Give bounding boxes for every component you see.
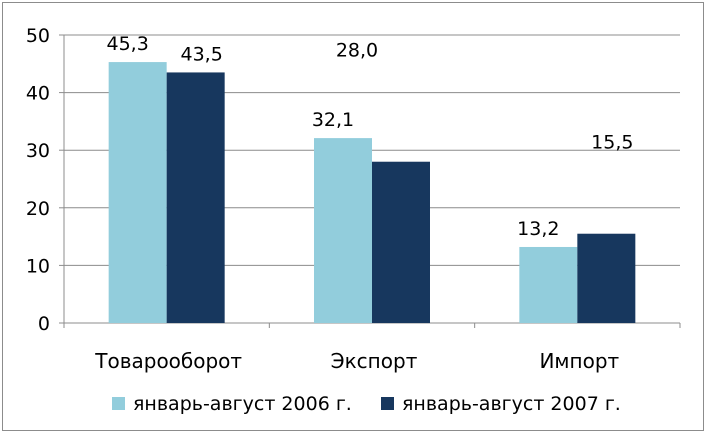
bars xyxy=(108,62,636,324)
y-tick-label: 50 xyxy=(26,25,50,47)
y-tick-label: 10 xyxy=(26,255,50,277)
bar-1-1 xyxy=(108,62,167,324)
data-label: 13,2 xyxy=(517,218,559,240)
y-tick-label: 30 xyxy=(26,140,50,162)
data-labels: 45,3 43,5 32,1 28,0 13,2 15,5 xyxy=(107,33,634,240)
y-tick-label: 20 xyxy=(26,198,50,220)
data-label: 15,5 xyxy=(591,132,633,154)
bar-2-1 xyxy=(166,72,225,323)
legend: январь-август 2006 г. январь-август 2007 … xyxy=(112,393,621,415)
legend-swatch-1 xyxy=(112,397,125,410)
y-tick-label: 40 xyxy=(26,83,50,105)
bar-2-2 xyxy=(372,161,430,323)
data-label: 43,5 xyxy=(181,43,223,65)
category-label: Товарооборот xyxy=(94,349,242,373)
bar-1-3 xyxy=(519,246,578,323)
data-label: 28,0 xyxy=(336,40,378,62)
data-label: 45,3 xyxy=(107,33,149,55)
y-tick-label: 0 xyxy=(38,313,50,335)
legend-swatch-2 xyxy=(381,397,394,410)
bar-1-2 xyxy=(314,138,372,323)
axes: 0 10 20 30 40 50 Товарооборот Экспорт Импорт xyxy=(26,25,681,373)
data-label: 32,1 xyxy=(312,109,354,131)
category-label: Экспорт xyxy=(331,349,418,373)
legend-label: январь-август 2006 г. xyxy=(133,393,352,415)
category-label: Импорт xyxy=(539,349,619,373)
bar-2-3 xyxy=(577,233,636,323)
legend-label: январь-август 2007 г. xyxy=(402,393,621,415)
